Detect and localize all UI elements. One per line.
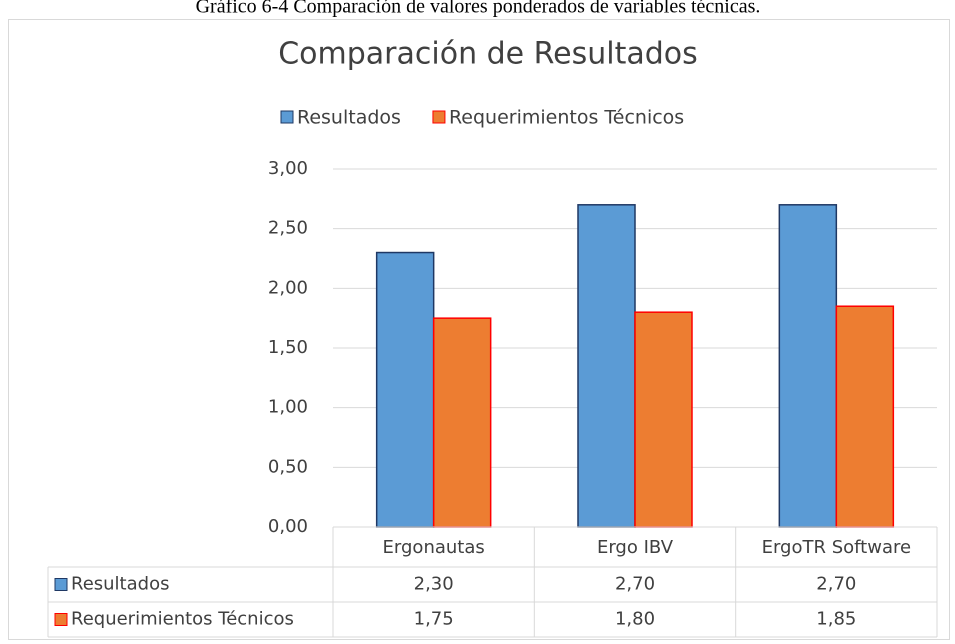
y-tick-label: 1,00 [268, 397, 308, 418]
bar [432, 317, 492, 528]
bar [835, 305, 895, 528]
y-tick-label: 3,00 [268, 158, 308, 179]
table-value: 2,30 [414, 574, 454, 595]
table-legend-key [54, 578, 68, 591]
table-row-label: Requerimientos Técnicos [71, 609, 294, 630]
chart-title: Comparación de Resultados [278, 37, 698, 72]
table-value: 1,75 [414, 609, 454, 630]
x-tick-label: Ergonautas [383, 537, 485, 558]
y-tick-label: 2,50 [268, 218, 308, 239]
bar [778, 204, 838, 528]
y-tick-label: 0,00 [268, 516, 308, 537]
bar [634, 311, 693, 528]
table-row-label: Resultados [71, 574, 169, 595]
legend-label: Resultados [297, 107, 401, 129]
caption: Gráfico 6-4 Comparación de valores ponde… [196, 0, 761, 18]
legend-key [432, 110, 446, 124]
x-tick-label: Ergo IBV [597, 537, 674, 558]
legend-label: Requerimientos Técnicos [449, 107, 684, 129]
y-tick-label: 1,50 [268, 337, 308, 358]
table-value: 1,80 [615, 609, 655, 630]
table-value: 1,85 [816, 609, 856, 630]
table-value: 2,70 [615, 574, 655, 595]
table-value: 2,70 [816, 574, 856, 595]
y-tick-label: 0,50 [268, 456, 308, 477]
bar [577, 204, 636, 528]
table-legend-key [54, 613, 68, 626]
y-tick-label: 2,00 [268, 277, 308, 298]
legend-key [280, 110, 294, 124]
bar [375, 251, 435, 528]
x-tick-label: ErgoTR Software [762, 537, 911, 558]
